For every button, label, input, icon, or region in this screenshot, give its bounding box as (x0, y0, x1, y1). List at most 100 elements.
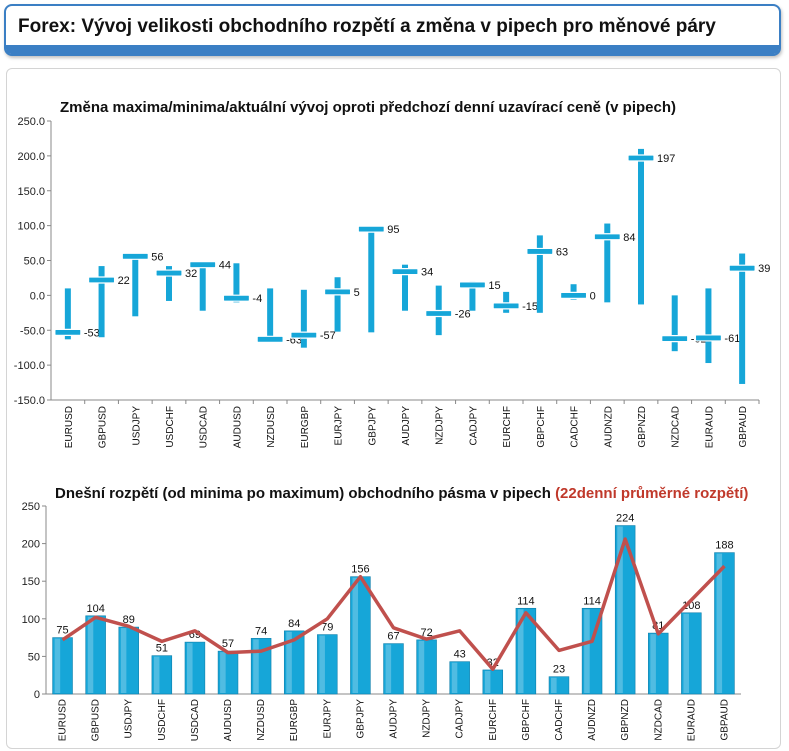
x-tick-label: AUDJPY (389, 699, 400, 739)
bar-highlight (650, 634, 656, 693)
current-marker (189, 261, 217, 269)
current-marker (87, 276, 116, 284)
x-tick-label: AUDJPY (401, 406, 412, 446)
x-tick-label: CADJPY (468, 406, 479, 446)
y-tick-label: 200 (22, 539, 40, 551)
data-label: 39 (758, 263, 770, 275)
data-label: 44 (219, 260, 231, 272)
current-marker (54, 328, 82, 336)
data-label: 156 (351, 564, 369, 576)
current-marker (661, 335, 689, 343)
data-label: 84 (288, 618, 300, 630)
bar-highlight (451, 662, 458, 693)
data-label: 57 (222, 638, 234, 650)
bar-highlight (385, 644, 392, 693)
x-tick-label: USDJPY (131, 406, 142, 446)
range-bar (334, 277, 341, 332)
current-marker (121, 252, 149, 260)
range-bar (166, 266, 172, 301)
bar-highlight (54, 638, 61, 693)
data-label: 224 (616, 513, 634, 525)
range-bar (614, 525, 636, 695)
current-marker (256, 335, 284, 343)
range-bar (267, 288, 274, 339)
current-marker (425, 309, 453, 318)
bar-highlight (153, 656, 160, 693)
current-marker (323, 288, 352, 296)
bar-highlight (551, 677, 557, 693)
chart-title: Změna maxima/minima/aktuální vývoj oprot… (60, 99, 676, 116)
range-bar (300, 289, 307, 348)
y-tick-label: -150.0 (14, 395, 45, 407)
x-tick-label: EURJPY (322, 699, 333, 739)
range-bar (714, 552, 735, 695)
page-header: Forex: Vývoj velikosti obchodního rozpět… (4, 4, 781, 56)
x-tick-label: GBPNZD (620, 699, 631, 741)
data-label: 0 (590, 290, 596, 302)
bar-highlight (418, 640, 425, 693)
data-label: 15 (488, 280, 500, 292)
bar-highlight (286, 631, 292, 693)
x-tick-label: AUDNZD (587, 699, 598, 741)
x-tick-label: GBPCHF (521, 699, 532, 741)
range-bar (402, 264, 408, 311)
data-label: 67 (387, 631, 399, 643)
current-marker (593, 233, 621, 241)
x-tick-label: NZDJPY (435, 406, 446, 445)
x-tick-label: EURUSD (64, 406, 75, 448)
x-tick-label: GBPAUD (719, 699, 730, 741)
header-accent-stripe (6, 45, 779, 54)
range-bar (368, 225, 375, 333)
x-tick-label: GBPJPY (367, 406, 378, 446)
bar-highlight (352, 577, 359, 693)
data-label: 188 (715, 540, 733, 552)
data-label: -15 (522, 301, 538, 313)
current-marker (222, 294, 251, 302)
x-tick-label: USDJPY (124, 699, 135, 739)
x-tick-label: USDCHF (165, 406, 176, 448)
range-bar (283, 630, 305, 695)
current-marker (627, 154, 655, 162)
bar-highlight (319, 635, 325, 693)
data-label: 75 (56, 625, 68, 637)
x-tick-label: EURJPY (334, 406, 345, 446)
bar-highlight (87, 616, 94, 693)
y-tick-label: 250.0 (17, 116, 45, 128)
x-tick-label: EURCHF (502, 406, 513, 448)
x-tick-label: CADJPY (455, 699, 466, 739)
data-label: -26 (455, 309, 471, 321)
chart-title-highlight: (22denní průměrné rozpětí) (555, 485, 748, 502)
x-tick-label: EURUSD (58, 699, 69, 741)
bar-highlight (517, 609, 524, 693)
x-tick-label: NZDCAD (671, 406, 682, 448)
average-22d-line (61, 537, 726, 671)
x-tick-label: NZDCAD (653, 699, 664, 741)
range-bar (64, 288, 71, 340)
range-bar (383, 643, 404, 695)
current-marker (492, 302, 520, 310)
range-bar (681, 612, 702, 695)
x-tick-label: GBPUSD (91, 699, 102, 741)
y-tick-label: -50.0 (20, 325, 45, 337)
data-label: 89 (123, 614, 135, 626)
range-bar (638, 148, 644, 305)
data-label: -61 (724, 333, 740, 345)
bar-highlight (716, 553, 723, 693)
range-bar (184, 641, 206, 695)
range-bar (151, 655, 173, 695)
data-label: -57 (320, 330, 336, 342)
data-label: 56 (151, 251, 163, 263)
y-tick-label: 50.0 (24, 256, 45, 268)
range-bar (604, 223, 611, 303)
data-label: 95 (387, 224, 399, 236)
data-label: 5 (354, 287, 360, 299)
range-bar (469, 281, 476, 311)
current-marker (155, 269, 183, 277)
range-bar (536, 235, 543, 313)
y-tick-label: 100.0 (17, 221, 45, 233)
x-tick-label: NZDUSD (256, 699, 267, 741)
range-bar (317, 634, 338, 695)
data-label: 74 (255, 625, 267, 637)
x-tick-label: CADCHF (570, 406, 581, 448)
x-tick-label: GBPNZD (637, 406, 648, 448)
